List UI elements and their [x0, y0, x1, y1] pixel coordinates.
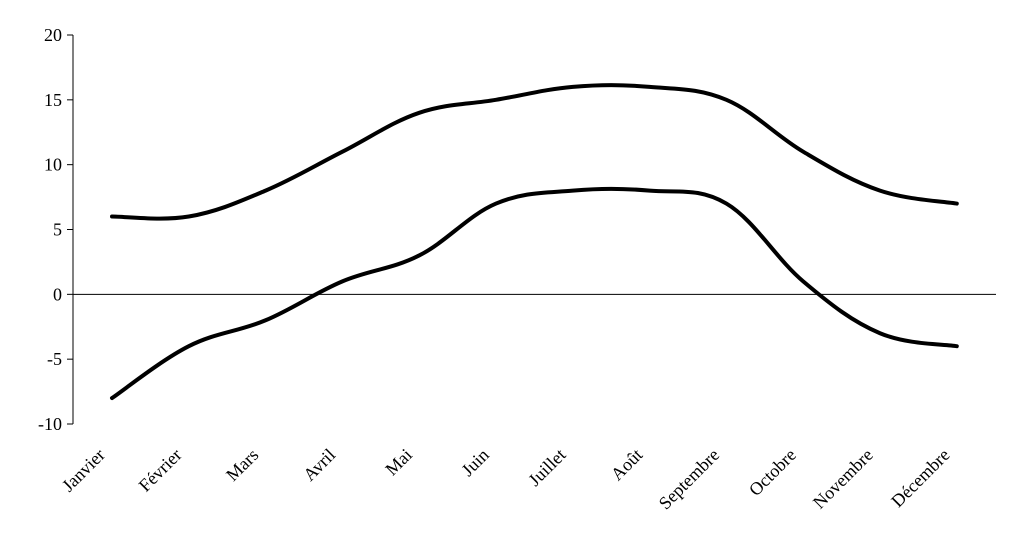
y-tick-label: 20: [44, 25, 62, 45]
series-line-1: [110, 83, 959, 221]
x-category-label: Septembre: [655, 445, 724, 514]
y-tick-label: 10: [44, 155, 62, 175]
y-tick-label: 15: [44, 90, 62, 110]
x-category-label: Juillet: [524, 445, 569, 490]
y-tick-label: -5: [47, 349, 62, 369]
series-line-2: [110, 186, 959, 401]
x-category-label: Janvier: [58, 445, 109, 496]
y-tick-label: -10: [38, 414, 62, 434]
x-category-label: Août: [607, 445, 647, 485]
x-category-label: Mars: [222, 445, 262, 485]
x-category-label: Décembre: [887, 445, 953, 511]
x-category-label: Octobre: [745, 445, 800, 500]
y-tick-label: 5: [53, 220, 62, 240]
x-category-label: Février: [135, 445, 186, 496]
x-axis-labels: Janvier Février Mars Avril Mai Juin Juillet Aoû…: [58, 445, 954, 514]
x-category-label: Novembre: [809, 445, 877, 513]
y-tick-label: 0: [53, 284, 62, 304]
x-category-label: Avril: [299, 445, 339, 485]
x-category-label: Juin: [457, 445, 492, 480]
y-axis: -10 -5 0 5 10 15 20: [38, 25, 74, 434]
x-category-label: Mai: [381, 445, 416, 480]
series-lines: [110, 83, 959, 401]
